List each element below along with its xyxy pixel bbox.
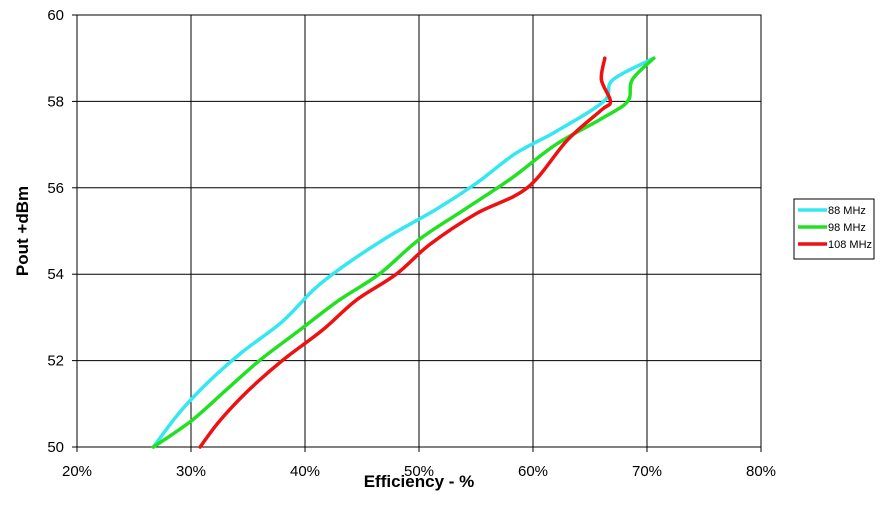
y-tick-label: 58 <box>47 93 64 110</box>
y-tick-label: 54 <box>47 266 64 283</box>
x-tick-label: 60% <box>518 463 548 480</box>
x-tick-label: 30% <box>176 463 206 480</box>
series-line-98-mhz <box>151 56 656 449</box>
legend: 88 MHz 98 MHz 108 MHz <box>793 198 875 260</box>
x-tick-label: 50% <box>404 463 434 480</box>
x-tick-label: 20% <box>62 463 92 480</box>
y-tick-label: 52 <box>47 353 64 370</box>
y-tick-label: 56 <box>47 180 64 197</box>
legend-label-98-mhz: 98 MHz <box>828 222 866 234</box>
y-tick-label: 50 <box>47 439 64 456</box>
series-line-108-mhz <box>198 56 613 449</box>
x-tick-label: 40% <box>290 463 320 480</box>
x-axis-title: Efficiency - % <box>364 472 475 491</box>
legend-label-108-mhz: 108 MHz <box>828 239 872 251</box>
series-line-88-mhz <box>151 56 656 449</box>
x-tick-label: 70% <box>632 463 662 480</box>
x-tick-label: 80% <box>746 463 776 480</box>
y-axis-title: Pout +dBm <box>13 186 32 276</box>
y-tick-label: 60 <box>47 7 64 24</box>
legend-label-88-mhz: 88 MHz <box>828 205 866 217</box>
